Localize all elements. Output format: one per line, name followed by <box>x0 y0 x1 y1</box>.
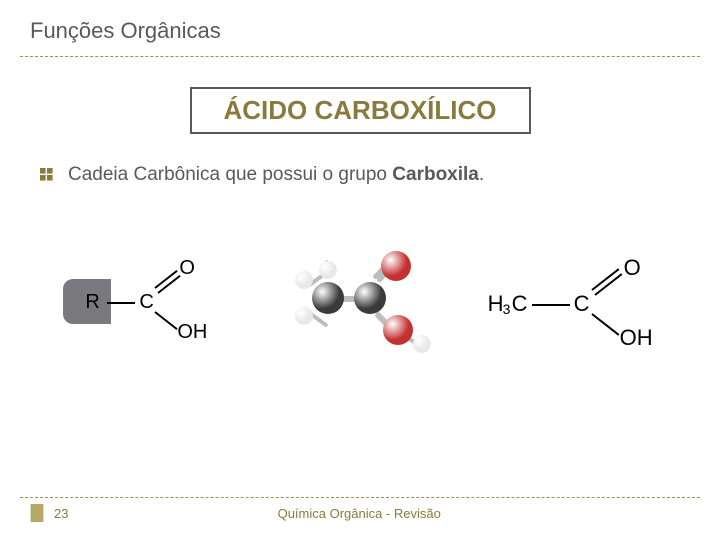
atom-H <box>295 271 313 289</box>
bond-c-c <box>532 304 570 306</box>
figure-generic-formula: R C O OH <box>40 251 247 361</box>
figures-row: R C O OH H 3 C C <box>40 236 680 376</box>
atom-C-left: C <box>512 291 528 317</box>
atom-R: R <box>85 291 99 314</box>
atom-H <box>295 307 313 325</box>
atom-C <box>354 282 386 314</box>
bullet-suffix: . <box>479 164 484 185</box>
sub-3: 3 <box>503 301 511 317</box>
atom-O-top: O <box>179 257 195 280</box>
atom-OH: OH <box>177 321 207 344</box>
atom-O-top2: O <box>624 255 641 281</box>
slide-footer: 23 Química Orgânica - Revisão <box>0 497 720 522</box>
bullet-icon <box>40 168 54 182</box>
bullet-text: Cadeia Carbônica que possui o grupo Carb… <box>68 164 484 186</box>
atom-C-center: C <box>574 291 590 317</box>
boxed-title: ÁCIDO CARBOXÍLICO <box>190 87 531 134</box>
atom-C <box>312 282 344 314</box>
slide-title: Funções Orgânicas <box>30 18 690 44</box>
atom-OH2: OH <box>620 325 653 351</box>
atom-H <box>413 335 431 353</box>
atom-C: C <box>139 291 153 314</box>
slide-header: Funções Orgânicas <box>0 0 720 52</box>
bond-c-oh <box>155 311 178 330</box>
figure-3d-model <box>257 236 464 376</box>
bullet-strong: Carboxila <box>392 164 479 185</box>
bond-r-c <box>107 302 135 304</box>
bullet-prefix: Cadeia Carbônica que possui o grupo <box>68 164 392 185</box>
header-divider <box>20 56 700 57</box>
bond-c-oh2 <box>591 313 619 336</box>
atom-O <box>381 251 411 281</box>
figure-acetic-formula: H 3 C C O OH <box>473 251 680 361</box>
boxed-title-wrap: ÁCIDO CARBOXÍLICO <box>0 87 720 134</box>
footer-text: Química Orgânica - Revisão <box>28 506 690 521</box>
atom-H: H <box>488 291 504 317</box>
bullet-row: Cadeia Carbônica que possui o grupo Carb… <box>40 164 680 186</box>
footer-divider <box>20 497 700 498</box>
atom-O <box>383 315 413 345</box>
atom-H <box>319 261 337 279</box>
